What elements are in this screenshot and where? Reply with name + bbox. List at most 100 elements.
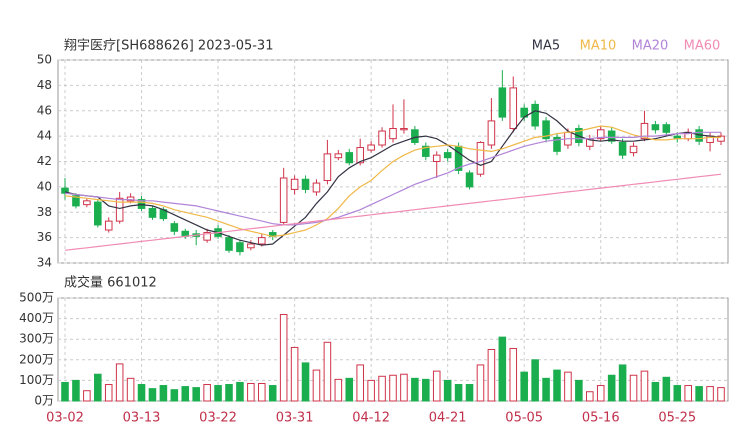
candle-body <box>717 135 725 142</box>
volume-tick-label: 400万 <box>19 311 54 325</box>
volume-bar <box>290 346 299 402</box>
candle-body <box>72 195 80 207</box>
volume-tick-label: 0万 <box>34 394 54 408</box>
chart-title: 翔宇医疗[SH688626] 2023-05-31 <box>64 39 273 54</box>
volume-bar <box>225 384 233 402</box>
volume-bar <box>465 384 474 402</box>
candle-body <box>345 152 354 164</box>
ma-line <box>64 110 722 246</box>
volume-bar <box>115 363 124 402</box>
volume-bar <box>575 379 583 402</box>
volume-bar <box>192 387 200 402</box>
volume-bar <box>454 384 463 402</box>
volume-tick-label: 100万 <box>19 373 54 387</box>
candle-body <box>389 128 397 140</box>
legend-entry: MA10 <box>580 39 617 54</box>
volume-bar <box>159 385 168 402</box>
volume-bar <box>607 374 616 402</box>
volume-bar <box>487 349 496 402</box>
volume-bar <box>137 384 146 402</box>
volume-bar <box>717 387 725 402</box>
volume-bar <box>323 341 332 402</box>
volume-bar <box>542 377 550 402</box>
volume-bar <box>268 385 277 402</box>
candle-body <box>476 141 485 175</box>
candle-body <box>432 154 441 162</box>
candle-body <box>509 87 518 130</box>
candle-body <box>465 172 474 188</box>
y-tick-label: 36 <box>37 230 52 244</box>
volume-bar <box>378 375 386 402</box>
candle-body <box>104 220 113 231</box>
volume-bar <box>651 381 660 402</box>
volume-bar <box>356 364 364 402</box>
candle-body <box>94 201 102 226</box>
x-tick-label: 03-13 <box>123 411 161 426</box>
x-tick-label: 03-22 <box>199 411 237 426</box>
volume-bar <box>422 378 430 402</box>
volume-bar <box>345 377 354 402</box>
candle-body <box>400 128 408 131</box>
candle-body <box>148 207 157 218</box>
x-tick-label: 03-02 <box>46 411 84 426</box>
volume-bar <box>94 373 102 402</box>
volume-bar <box>509 347 518 402</box>
volume-bar <box>684 385 692 402</box>
candle-body <box>115 197 124 222</box>
candle-body <box>553 136 561 152</box>
volume-bar <box>640 370 649 402</box>
x-tick-label: 03-31 <box>276 411 314 426</box>
candle-body <box>279 177 288 223</box>
volume-bar <box>367 379 375 402</box>
x-tick-label: 04-21 <box>429 411 467 426</box>
candle-body <box>531 103 539 127</box>
volume-bar <box>662 376 671 402</box>
y-tick-label: 48 <box>37 78 52 92</box>
candle-body <box>607 130 616 142</box>
y-tick-label: 44 <box>37 129 52 143</box>
candle-body <box>651 124 660 131</box>
legend-entry: MA20 <box>632 39 669 54</box>
volume-bar <box>553 369 561 402</box>
y-tick-label: 40 <box>37 179 52 193</box>
volume-bar <box>83 390 91 402</box>
volume-tick-label: 200万 <box>19 352 54 366</box>
ma-line <box>64 125 721 238</box>
candle-body <box>378 130 386 146</box>
candle-body <box>203 232 211 241</box>
candle-body <box>411 129 419 143</box>
candle-body <box>542 120 550 140</box>
volume-bar <box>400 373 408 402</box>
ma-line <box>64 173 722 251</box>
candle-body <box>662 124 671 133</box>
legend-entry: MA60 <box>684 39 721 54</box>
volume-bar <box>279 313 288 402</box>
candle-body <box>301 178 310 190</box>
x-tick-label: 05-05 <box>505 411 543 426</box>
volume-bar <box>72 379 80 402</box>
y-tick-label: 50 <box>37 53 52 67</box>
y-tick-label: 46 <box>37 103 52 117</box>
candle-body <box>640 122 649 140</box>
volume-tick-label: 300万 <box>19 332 54 346</box>
volume-bar <box>586 391 594 402</box>
candle-body <box>334 153 343 159</box>
legend-entry: MA5 <box>532 39 560 54</box>
volume-bar <box>214 385 222 402</box>
candle-body <box>83 200 91 206</box>
volume-bar <box>498 336 507 402</box>
candle-body <box>618 141 627 156</box>
x-tick-label: 05-16 <box>582 411 620 426</box>
volume-bar <box>432 370 441 402</box>
x-tick-label: 04-12 <box>352 411 390 426</box>
volume-bar <box>334 378 343 402</box>
volume-bar <box>564 371 572 402</box>
volume-bar <box>389 374 397 402</box>
y-tick-label: 34 <box>37 256 52 270</box>
volume-bar <box>531 359 539 402</box>
candle-body <box>225 237 233 251</box>
volume-bar <box>170 389 179 402</box>
candle-body <box>258 237 266 245</box>
